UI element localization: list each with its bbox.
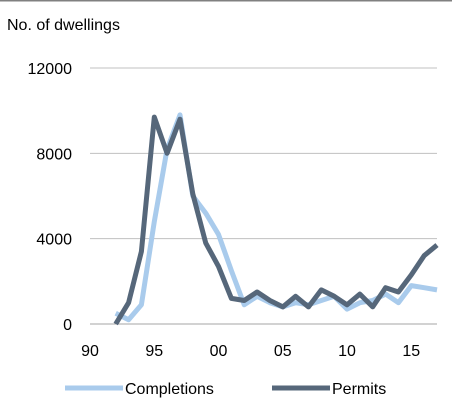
x-tick-label: 90 (81, 343, 99, 360)
x-tick-label: 15 (402, 343, 420, 360)
legend: Completions Permits (65, 381, 386, 398)
x-tick-label: 00 (210, 343, 228, 360)
legend-label-permits: Permits (332, 381, 386, 398)
y-tick-label: 8000 (36, 146, 72, 163)
y-axis-title: No. of dwellings (7, 17, 120, 34)
x-tick-label: 05 (274, 343, 292, 360)
series-lines (113, 112, 439, 326)
series-line-permits (113, 114, 439, 326)
y-tick-label: 4000 (36, 232, 72, 249)
gridlines (90, 67, 437, 240)
y-tick-labels: 0 4000 8000 12000 (28, 61, 73, 334)
y-tick-label: 12000 (28, 61, 73, 78)
x-tick-label: 10 (338, 343, 356, 360)
x-tick-labels: 90 95 00 05 10 15 (81, 343, 420, 360)
legend-label-completions: Completions (125, 381, 214, 398)
x-tick-label: 95 (145, 343, 163, 360)
y-tick-label: 0 (63, 317, 72, 334)
